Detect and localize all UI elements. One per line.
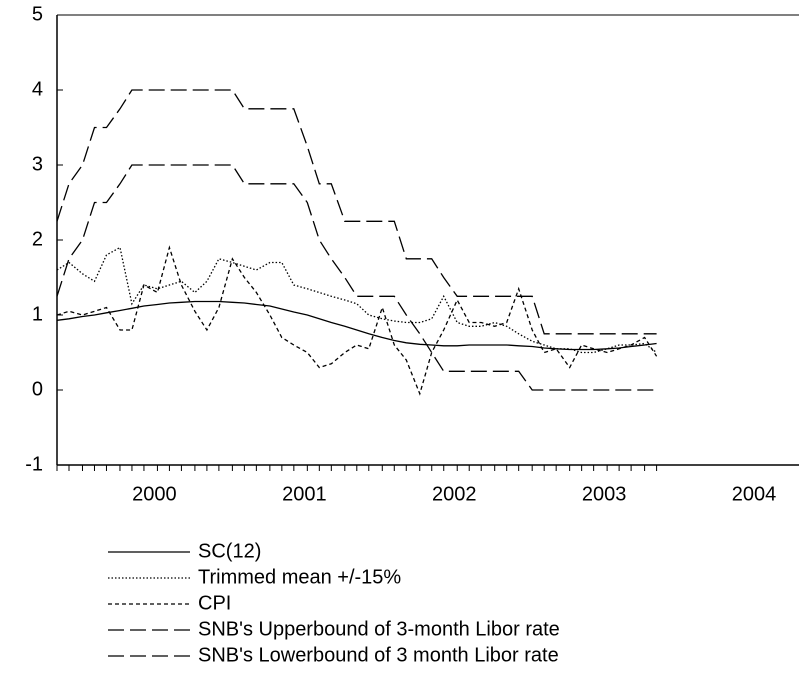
legend-label: CPI xyxy=(198,592,231,614)
series-line xyxy=(56,89,657,335)
series-line xyxy=(56,245,658,396)
series-line xyxy=(56,164,657,391)
x-tick-label: 2002 xyxy=(432,483,477,505)
y-tick-label: 0 xyxy=(32,378,43,400)
x-tick-label: 2004 xyxy=(732,483,777,505)
x-tick-label: 2003 xyxy=(582,483,627,505)
y-tick-label: 2 xyxy=(32,228,43,250)
x-tick-label: 2001 xyxy=(282,483,327,505)
y-tick-label: -1 xyxy=(25,453,43,475)
legend-label: SC(12) xyxy=(198,540,261,562)
series-line xyxy=(56,300,657,351)
series-line xyxy=(56,246,657,354)
y-tick-label: 4 xyxy=(32,78,43,100)
y-tick-label: 5 xyxy=(32,3,43,25)
legend-label: Trimmed mean +/-15% xyxy=(198,566,401,588)
legend-label: SNB's Upperbound of 3-month Libor rate xyxy=(198,618,560,640)
y-tick-label: 3 xyxy=(32,153,43,175)
x-tick-label: 2000 xyxy=(132,483,177,505)
legend-label: SNB's Lowerbound of 3 month Libor rate xyxy=(198,644,559,666)
y-tick-label: 1 xyxy=(32,303,43,325)
